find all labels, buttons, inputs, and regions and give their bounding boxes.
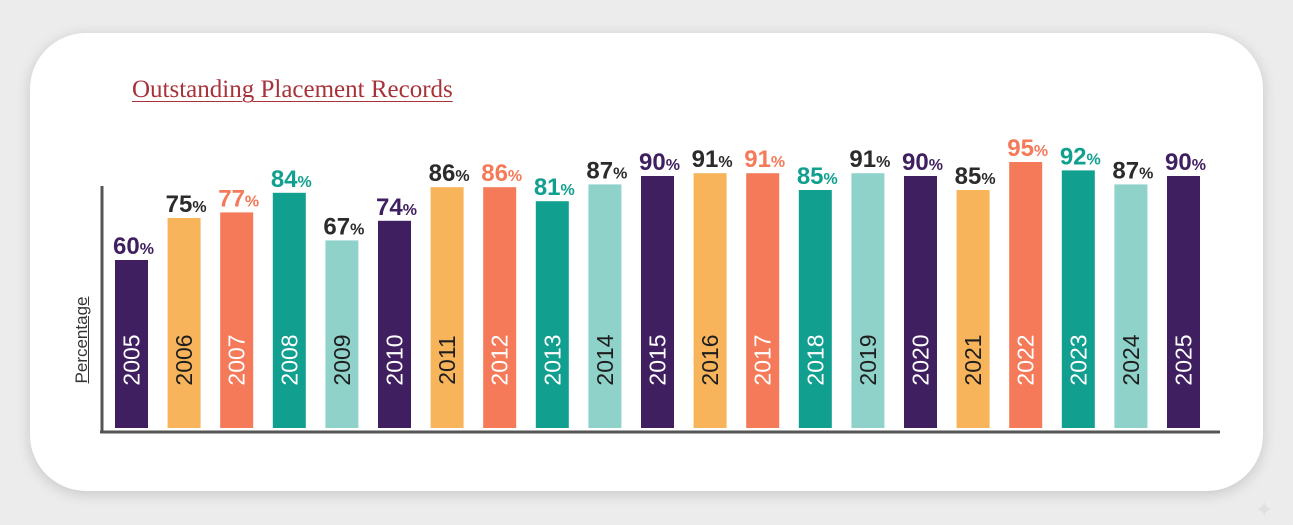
bar-group-2025: 2025 90% xyxy=(1165,149,1206,428)
bar-group-2011: 2011 86% xyxy=(429,160,470,428)
tick-label-2022: 2022 xyxy=(1013,334,1039,385)
data-label-2013: 81% xyxy=(534,174,575,201)
bar-2017 xyxy=(746,173,780,428)
bar-group-2012: 2012 86% xyxy=(481,160,522,428)
tick-label-2010: 2010 xyxy=(382,334,408,385)
data-label-2019: 91% xyxy=(849,146,890,173)
bar-group-2014: 2014 87% xyxy=(586,157,627,428)
sparkle-icon: ✦ xyxy=(1255,497,1274,522)
bar-2014 xyxy=(588,184,622,428)
bar-2024 xyxy=(1114,184,1148,428)
data-label-2014: 87% xyxy=(586,157,627,184)
bar-group-2023: 2023 92% xyxy=(1060,143,1101,428)
bar-2006 xyxy=(167,218,201,428)
bar-group-2007: 2007 77% xyxy=(218,185,259,428)
data-label-2010: 74% xyxy=(376,194,417,221)
bar-group-2010: 2010 74% xyxy=(376,194,417,428)
tick-label-2012: 2012 xyxy=(487,334,513,385)
tick-label-2011: 2011 xyxy=(434,335,460,384)
data-label-2016: 91% xyxy=(692,146,733,173)
data-label-2008: 84% xyxy=(271,166,312,193)
tick-label-2013: 2013 xyxy=(539,334,565,385)
bar-group-2019: 2019 91% xyxy=(849,146,890,428)
tick-label-2020: 2020 xyxy=(908,334,934,385)
data-label-2006: 75% xyxy=(166,191,207,218)
bar-2007 xyxy=(220,212,254,428)
bar-2020 xyxy=(904,176,937,428)
bar-2025 xyxy=(1167,176,1200,428)
bar-group-2013: 2013 81% xyxy=(534,174,575,428)
bar-2011 xyxy=(430,187,464,428)
bar-2019 xyxy=(851,173,885,428)
chart-title: Outstanding Placement Records xyxy=(132,76,453,103)
tick-label-2006: 2006 xyxy=(171,334,197,385)
bar-2016 xyxy=(693,173,727,428)
bar-2010 xyxy=(378,220,411,428)
bar-2008 xyxy=(272,192,306,428)
bar-2022 xyxy=(1009,162,1043,428)
tick-label-2023: 2023 xyxy=(1065,334,1091,385)
data-label-2015: 90% xyxy=(639,149,680,176)
tick-label-2019: 2019 xyxy=(855,334,881,385)
tick-label-2017: 2017 xyxy=(750,334,776,385)
bar-group-2015: 2015 90% xyxy=(639,149,680,428)
bar-2015 xyxy=(641,176,674,428)
data-label-2020: 90% xyxy=(902,149,943,176)
bar-group-2005: 2005 60% xyxy=(113,233,154,428)
data-label-2012: 86% xyxy=(481,160,522,187)
tick-label-2014: 2014 xyxy=(592,334,618,385)
data-label-2025: 90% xyxy=(1165,149,1206,176)
tick-label-2024: 2024 xyxy=(1118,334,1144,385)
bar-2012 xyxy=(483,187,517,428)
tick-label-2018: 2018 xyxy=(802,334,828,385)
bar-group-2017: 2017 91% xyxy=(744,146,785,428)
bar-group-2008: 2008 84% xyxy=(271,166,312,428)
bar-2013 xyxy=(535,201,569,428)
data-label-2005: 60% xyxy=(113,233,154,260)
bar-2018 xyxy=(798,190,832,428)
bar-2005 xyxy=(115,260,148,428)
bar-group-2006: 2006 75% xyxy=(166,191,207,428)
bar-group-2018: 2018 85% xyxy=(797,163,838,428)
data-label-2011: 86% xyxy=(429,160,470,187)
bar-group-2016: 2016 91% xyxy=(692,146,733,428)
tick-label-2005: 2005 xyxy=(119,334,145,385)
tick-label-2008: 2008 xyxy=(276,334,302,385)
bar-group-2021: 2021 85% xyxy=(955,163,996,428)
bar-2021 xyxy=(956,190,990,428)
bar-group-2024: 2024 87% xyxy=(1112,157,1153,428)
tick-label-2015: 2015 xyxy=(645,334,671,385)
bar-group-2022: 2022 95% xyxy=(1007,135,1048,428)
data-label-2024: 87% xyxy=(1112,157,1153,184)
bar-2009 xyxy=(325,240,359,428)
tick-label-2025: 2025 xyxy=(1171,334,1197,385)
data-label-2022: 95% xyxy=(1007,135,1048,162)
tick-label-2016: 2016 xyxy=(697,334,723,385)
data-label-2018: 85% xyxy=(797,163,838,190)
tick-label-2021: 2021 xyxy=(960,334,986,385)
tick-label-2009: 2009 xyxy=(329,334,355,385)
bar-group-2009: 2009 67% xyxy=(323,213,364,428)
bar-group-2020: 2020 90% xyxy=(902,149,943,428)
data-label-2017: 91% xyxy=(744,146,785,173)
data-label-2007: 77% xyxy=(218,185,259,212)
bar-2023 xyxy=(1061,170,1095,428)
data-label-2009: 67% xyxy=(323,213,364,240)
data-label-2023: 92% xyxy=(1060,143,1101,170)
data-label-2021: 85% xyxy=(955,163,996,190)
tick-label-2007: 2007 xyxy=(224,334,250,385)
